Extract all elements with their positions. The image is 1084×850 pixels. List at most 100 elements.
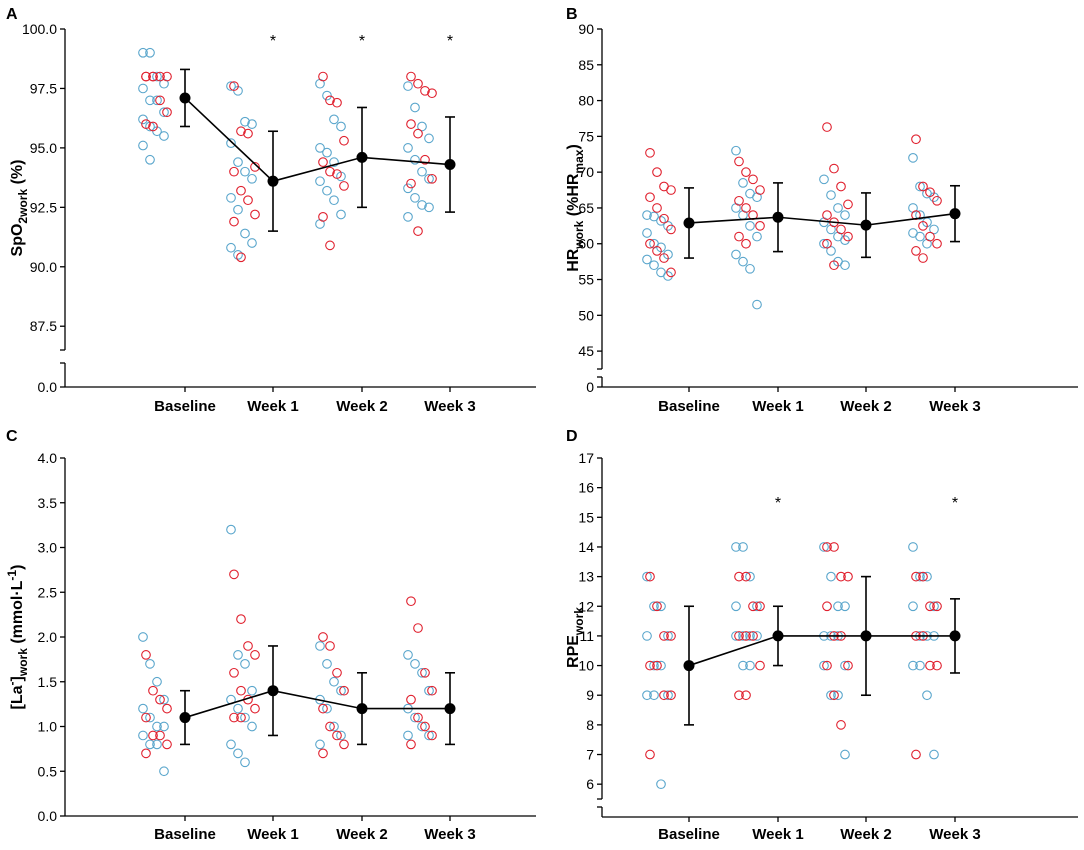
data-point-red bbox=[925, 601, 935, 612]
data-point-red bbox=[406, 178, 416, 189]
data-point-red bbox=[932, 238, 942, 249]
mean-marker bbox=[949, 208, 961, 220]
data-point-red bbox=[755, 601, 765, 612]
data-point-red bbox=[318, 71, 328, 82]
data-point-red bbox=[406, 119, 416, 129]
significance-marker: * bbox=[447, 33, 453, 50]
data-point-red bbox=[155, 95, 165, 106]
data-point-blue bbox=[159, 107, 169, 118]
data-point-blue bbox=[336, 209, 346, 220]
data-point-blue bbox=[731, 145, 741, 156]
data-point-blue bbox=[322, 185, 332, 196]
data-point-blue bbox=[840, 660, 850, 671]
y-tick-label: 9 bbox=[586, 687, 594, 703]
data-point-blue bbox=[240, 228, 250, 239]
data-point-blue bbox=[833, 601, 843, 612]
data-point-red bbox=[148, 685, 158, 696]
data-point-red bbox=[843, 231, 853, 242]
data-point-blue bbox=[424, 730, 434, 741]
data-point-red bbox=[666, 267, 676, 278]
data-point-blue bbox=[929, 749, 939, 760]
data-point-red bbox=[236, 712, 246, 723]
data-point-blue bbox=[329, 157, 339, 168]
data-point-red bbox=[836, 181, 846, 192]
y-axis-label-part: (%HR bbox=[565, 173, 582, 221]
y-tick-label: 50 bbox=[578, 307, 594, 323]
data-point-red bbox=[652, 246, 662, 256]
data-point-blue bbox=[819, 174, 829, 185]
data-point-red bbox=[413, 623, 423, 633]
data-point-red bbox=[325, 641, 335, 651]
data-point-blue bbox=[322, 703, 332, 714]
data-point-blue bbox=[908, 152, 918, 163]
data-point-red bbox=[645, 660, 655, 671]
data-point-blue bbox=[738, 178, 748, 188]
data-point-blue bbox=[233, 703, 243, 714]
data-point-red bbox=[741, 571, 751, 582]
data-point-red bbox=[236, 614, 246, 624]
data-point-blue bbox=[745, 571, 755, 582]
data-point-red bbox=[236, 185, 246, 196]
points-d bbox=[642, 542, 942, 790]
panel-letter-b: B bbox=[566, 6, 578, 23]
data-point-red bbox=[659, 213, 669, 224]
y-tick-label: 12 bbox=[578, 598, 594, 614]
data-point-red bbox=[645, 192, 655, 203]
data-point-red bbox=[659, 253, 669, 263]
data-point-red bbox=[741, 203, 751, 213]
data-point-red bbox=[829, 690, 839, 701]
data-point-blue bbox=[663, 271, 673, 281]
data-point-blue bbox=[233, 157, 243, 168]
data-point-blue bbox=[336, 685, 346, 696]
mean-line bbox=[688, 212, 956, 226]
data-point-blue bbox=[908, 601, 918, 612]
data-point-red bbox=[243, 641, 253, 651]
panel-d: D 6 7 8 9 10 11 12 13 14 15 16 17 Baseline Week 1 Week… bbox=[542, 422, 1084, 845]
y-tick-label: 8 bbox=[586, 717, 594, 733]
y-tick-label: 14 bbox=[578, 539, 594, 555]
data-point-red bbox=[734, 690, 744, 701]
data-point-red bbox=[339, 739, 349, 750]
mean-marker bbox=[356, 703, 368, 715]
data-point-red bbox=[427, 730, 437, 741]
data-point-red bbox=[413, 712, 423, 723]
data-point-red bbox=[734, 571, 744, 582]
data-point-red bbox=[318, 632, 328, 642]
data-point-blue bbox=[642, 631, 652, 641]
mean-marker bbox=[356, 151, 368, 163]
data-point-blue bbox=[745, 631, 755, 641]
data-point-red bbox=[822, 238, 832, 249]
data-point-blue bbox=[315, 176, 325, 187]
data-point-red bbox=[141, 119, 151, 129]
data-point-red bbox=[918, 220, 928, 231]
data-point-blue bbox=[336, 121, 346, 132]
data-point-red bbox=[162, 739, 172, 750]
data-point-blue bbox=[417, 721, 427, 732]
data-point-red bbox=[250, 703, 260, 714]
data-point-blue bbox=[226, 242, 236, 253]
data-point-blue bbox=[403, 81, 413, 91]
data-point-blue bbox=[322, 90, 332, 101]
x-tick-label: Week 2 bbox=[840, 398, 891, 415]
axes-a: 0.0 87.5 90.0 92.5 95.0 97.5 100.0 Baseline Week… bbox=[22, 21, 536, 415]
data-point-red bbox=[741, 631, 751, 641]
y-tick-label: 70 bbox=[578, 164, 594, 180]
y-tick-label: 0.5 bbox=[38, 763, 58, 779]
data-point-blue bbox=[145, 659, 155, 669]
mean-series-c bbox=[179, 645, 456, 746]
x-tick-label: Baseline bbox=[658, 826, 720, 843]
data-point-blue bbox=[752, 631, 762, 641]
data-point-red bbox=[332, 667, 342, 678]
data-point-red bbox=[141, 712, 151, 723]
y-tick-label: 0 bbox=[586, 379, 594, 395]
data-point-blue bbox=[833, 690, 843, 701]
data-point-blue bbox=[145, 95, 155, 106]
data-point-blue bbox=[417, 166, 427, 177]
y-axis-label-part: -1 bbox=[5, 570, 19, 581]
data-point-blue bbox=[145, 712, 155, 723]
data-point-blue bbox=[152, 676, 162, 687]
data-point-red bbox=[911, 134, 921, 145]
data-point-red bbox=[229, 166, 239, 177]
y-tick-label: 90.0 bbox=[30, 259, 57, 275]
panel-a: A 0.0 87.5 90.0 92.5 95.0 97.5 100.0 Baseline We… bbox=[0, 0, 542, 422]
